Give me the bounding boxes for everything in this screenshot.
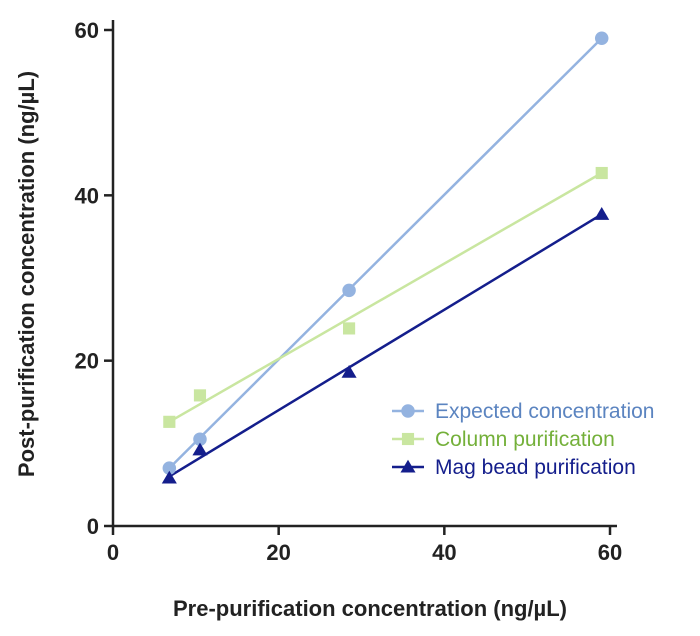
markers bbox=[161, 31, 610, 484]
fit-line-circle bbox=[168, 37, 603, 470]
data-point-circle bbox=[162, 461, 177, 475]
legend-marker-circle bbox=[401, 404, 415, 418]
data-point-circle bbox=[193, 432, 207, 446]
data-point-triangle bbox=[161, 470, 177, 484]
x-tick-label: 40 bbox=[432, 540, 456, 565]
x-tick-label: 20 bbox=[266, 540, 290, 565]
data-point-triangle bbox=[594, 207, 610, 220]
data-point-square bbox=[595, 166, 608, 180]
data-point-triangle bbox=[192, 442, 208, 456]
axes bbox=[111, 20, 617, 528]
data-point-square bbox=[193, 389, 207, 402]
legend-label: Column purification bbox=[435, 428, 615, 451]
ticks: 0 20 40 60 0 20 40 60 bbox=[75, 18, 623, 565]
legend-label: Mag bead purification bbox=[435, 456, 636, 479]
data-point-triangle bbox=[341, 364, 357, 378]
y-axis-label: Post-purification concentration (ng/µL) bbox=[14, 71, 39, 477]
fit-line-square bbox=[168, 171, 603, 423]
legend-label: Expected concentration bbox=[435, 400, 654, 423]
y-tick-label: 40 bbox=[75, 183, 99, 208]
fit-lines bbox=[168, 37, 603, 478]
data-point-square bbox=[343, 322, 356, 335]
x-tick-label: 60 bbox=[598, 540, 622, 565]
legend-marker-square bbox=[401, 432, 415, 446]
x-tick-label: 0 bbox=[107, 540, 119, 565]
data-point-circle bbox=[342, 283, 356, 298]
y-tick-label: 20 bbox=[75, 349, 99, 374]
legend-marker-triangle bbox=[400, 459, 416, 473]
data-point-square bbox=[163, 415, 176, 428]
y-tick-label: 60 bbox=[75, 18, 99, 43]
y-tick-label: 0 bbox=[87, 514, 99, 539]
legend: Expected concentration Column purificatio… bbox=[392, 400, 654, 479]
fit-line-triangle bbox=[168, 213, 603, 478]
data-point-circle bbox=[594, 31, 609, 46]
x-axis-label: Pre-purification concentration (ng/µL) bbox=[173, 596, 567, 621]
